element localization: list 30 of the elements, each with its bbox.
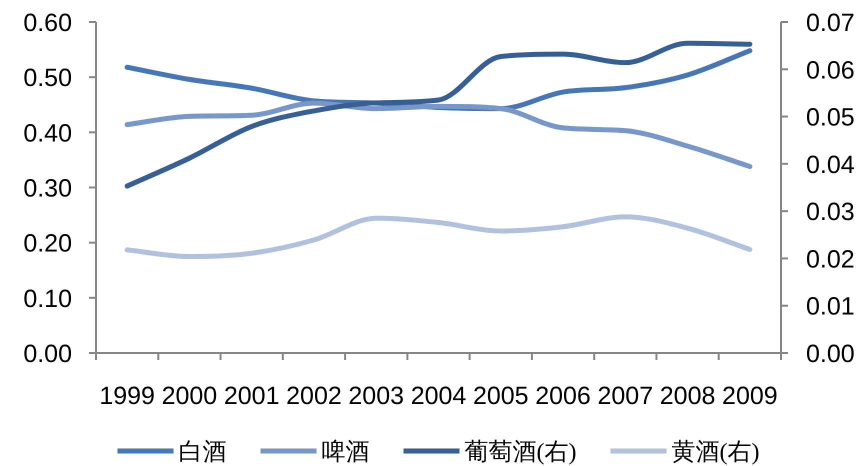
x-tick-label: 2001	[224, 382, 280, 410]
legend-label: 啤酒	[322, 440, 370, 466]
legend-label: 葡萄酒(右)	[464, 440, 576, 466]
y2-tick-label: 0.03	[806, 198, 855, 226]
x-tick-label: 2003	[348, 382, 404, 410]
y-tick-label: 0.20	[23, 230, 72, 258]
x-tick-label: 2008	[660, 382, 716, 410]
y2-tick-label: 0.06	[806, 56, 855, 84]
x-tick-label: 2002	[286, 382, 342, 410]
y-tick-label: 0.50	[23, 64, 72, 92]
x-tick-label: 2009	[722, 382, 778, 410]
x-tick-label: 2004	[410, 382, 466, 410]
y2-tick-label: 0.05	[806, 104, 855, 132]
legend-label: 黄酒(右)	[672, 440, 760, 466]
x-tick-label: 2006	[535, 382, 591, 410]
y2-tick-label: 0.04	[806, 150, 855, 179]
y-tick-label: 0.10	[23, 284, 72, 313]
x-tick-label: 1999	[99, 382, 155, 410]
y2-tick-label: 0.07	[806, 9, 855, 37]
y2-tick-label: 0.00	[806, 340, 855, 368]
x-tick-label: 2000	[162, 382, 218, 410]
x-tick-label: 2005	[472, 382, 529, 410]
y-tick-label: 0.00	[23, 340, 72, 368]
y-tick-label: 0.30	[23, 174, 72, 202]
legend-label: 白酒	[178, 440, 227, 466]
y-tick-label: 0.40	[23, 119, 72, 148]
y2-tick-label: 0.01	[806, 292, 855, 321]
x-tick-label: 2007	[598, 382, 654, 410]
y-tick-label: 0.60	[23, 9, 72, 37]
y2-tick-label: 0.02	[806, 245, 855, 274]
